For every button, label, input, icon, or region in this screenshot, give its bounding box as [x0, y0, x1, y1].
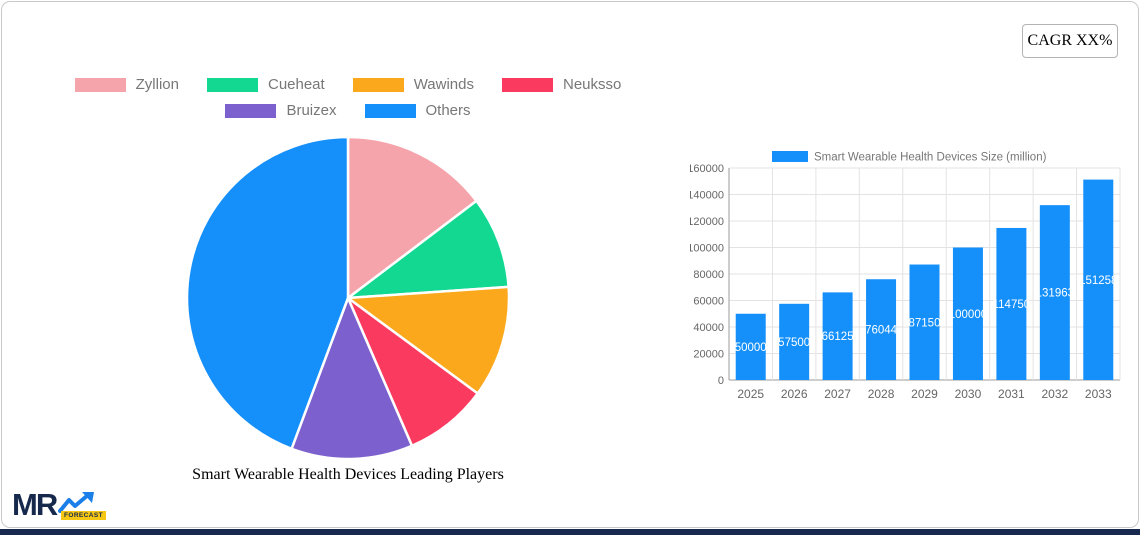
bar-2032[interactable] — [1039, 205, 1070, 380]
y-axis-tick-label: 40000 — [693, 322, 724, 334]
logo-forecast-badge: FORECAST — [61, 511, 106, 520]
bar-2027[interactable] — [822, 292, 853, 380]
legend-item-neuksso[interactable]: Neuksso — [502, 76, 621, 93]
y-axis-tick-label: 60000 — [693, 296, 724, 308]
bar-value-label: 114750 — [993, 299, 1031, 311]
mrforecast-logo[interactable]: MR FORECAST — [12, 487, 106, 524]
y-axis-tick-label: 160000 — [690, 163, 724, 175]
bar-2031[interactable] — [996, 227, 1027, 380]
bar-legend-label: Smart Wearable Health Devices Size (mill… — [814, 152, 1047, 164]
bar-2030[interactable] — [952, 247, 983, 381]
legend-item-wawinds[interactable]: Wawinds — [352, 76, 474, 93]
legend-swatch-icon — [364, 103, 416, 118]
logo-mr-text: MR — [12, 487, 58, 522]
legend-item-cueheat[interactable]: Cueheat — [206, 76, 325, 93]
legend-label: Cueheat — [267, 76, 325, 93]
pie-slice-neuksso[interactable] — [346, 296, 479, 448]
legend-label: Neuksso — [563, 76, 622, 93]
pie-legend: Zyllion Cueheat Wawinds Neuksso Bruizex Other… — [40, 76, 656, 119]
bar-value-label: 50000 — [735, 342, 767, 354]
y-axis-tick-label: 100000 — [690, 243, 724, 255]
bar-value-label: 131963 — [1036, 288, 1074, 300]
y-axis-tick-label: 80000 — [693, 269, 724, 281]
pie-slice-wawinds[interactable] — [346, 285, 511, 395]
legend-label: Zyllion — [135, 76, 179, 93]
legend-swatch-icon — [74, 77, 126, 92]
pie-slice-cueheat[interactable] — [346, 199, 510, 300]
pie-slice-bruizex[interactable] — [290, 296, 414, 460]
bar-chart[interactable]: Smart Wearable Health Devices Size (mill… — [690, 140, 1138, 412]
x-axis-tick-label: 2029 — [911, 387, 938, 401]
legend-swatch-icon — [502, 77, 553, 92]
x-axis-tick-label: 2030 — [955, 387, 982, 401]
pie-legend-row: Zyllion Cueheat Wawinds Neuksso — [40, 76, 656, 93]
legend-item-zyllion[interactable]: Zyllion — [74, 76, 179, 93]
cagr-label: CAGR XX% — [1027, 32, 1113, 49]
bar-value-label: 76044 — [865, 325, 898, 337]
x-axis-tick-label: 2028 — [868, 387, 895, 401]
y-axis-tick-label: 140000 — [690, 190, 724, 202]
pie-slice-others[interactable] — [185, 135, 350, 451]
bar-2033[interactable] — [1083, 179, 1114, 380]
legend-swatch-icon — [206, 77, 258, 92]
x-axis-tick-label: 2033 — [1085, 387, 1112, 401]
trend-arrow-icon — [58, 492, 94, 513]
x-axis-tick-label: 2032 — [1041, 387, 1068, 401]
bar-value-label: 66125 — [822, 331, 854, 343]
legend-item-others[interactable]: Others — [364, 102, 471, 119]
y-axis-tick-label: 0 — [718, 375, 724, 387]
bar-2029[interactable] — [909, 264, 940, 380]
x-axis-tick-label: 2026 — [781, 387, 808, 401]
legend-label: Others — [425, 102, 471, 119]
y-axis-tick-label: 20000 — [693, 349, 724, 361]
bar-value-label: 57500 — [778, 337, 810, 349]
legend-swatch-icon — [225, 103, 277, 118]
bar-2028[interactable] — [866, 279, 897, 380]
legend-item-bruizex[interactable]: Bruizex — [225, 102, 337, 119]
bar-2025[interactable] — [735, 313, 766, 380]
bottom-accent-strip — [0, 529, 1140, 535]
bar-legend-swatch-icon[interactable] — [772, 151, 808, 162]
legend-label: Wawinds — [413, 76, 474, 93]
legend-label: Bruizex — [286, 102, 337, 119]
legend-swatch-icon — [352, 77, 404, 92]
bar-value-label: 151258 — [1079, 275, 1117, 287]
bar-value-label: 100000 — [949, 309, 987, 321]
x-axis-tick-label: 2027 — [824, 387, 851, 401]
pie-chart[interactable] — [185, 134, 511, 460]
bar-value-label: 87150 — [909, 317, 941, 329]
pie-slice-zyllion[interactable] — [346, 135, 478, 300]
pie-legend-row: Bruizex Others — [40, 102, 656, 119]
pie-chart-title: Smart Wearable Health Devices Leading Pl… — [192, 466, 504, 483]
y-axis-tick-label: 120000 — [690, 216, 724, 228]
cagr-button[interactable]: CAGR XX% — [1022, 24, 1118, 58]
x-axis-tick-label: 2031 — [998, 387, 1025, 401]
bar-2026[interactable] — [779, 303, 810, 380]
x-axis-tick-label: 2025 — [737, 387, 764, 401]
